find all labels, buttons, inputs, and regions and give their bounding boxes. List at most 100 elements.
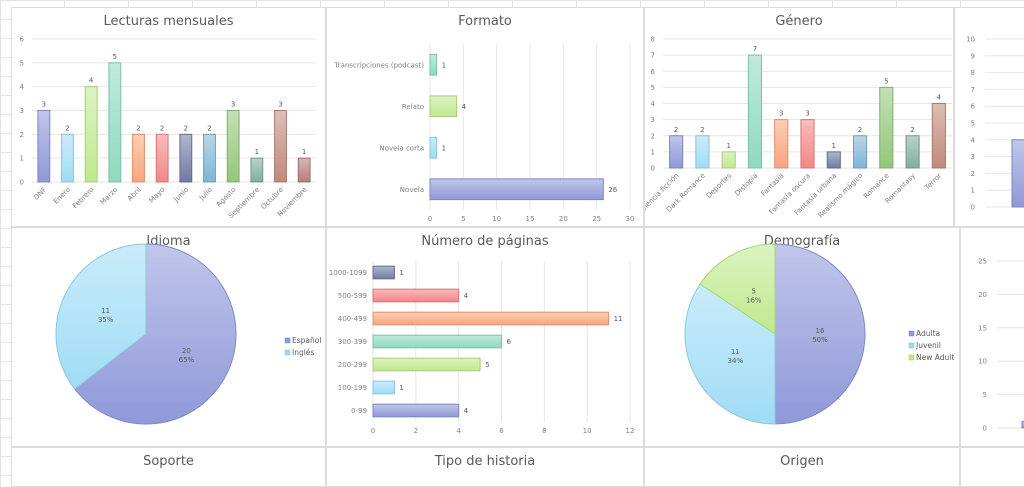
data-label: 4 (937, 94, 942, 102)
y-tick-label: 1 (971, 187, 975, 195)
data-label: 5 (884, 77, 888, 85)
slice-value-label: 5 (752, 287, 756, 295)
bar-0-99 (372, 403, 460, 418)
chart-demografia[interactable]: Demografía 16 50% 11 34% 5 16% Adulta Juvenil Ne… (644, 227, 960, 447)
bar-Enero (61, 133, 74, 183)
legend-swatch (908, 354, 915, 361)
bar-Marzo (108, 62, 122, 183)
bar-Octubre (274, 110, 287, 183)
x-tick-label: Febrero (71, 186, 95, 210)
data-label: 2 (160, 124, 164, 132)
y-tick-label: 0 (971, 204, 975, 212)
chart-title: Soporte (143, 454, 194, 469)
data-label: 2 (700, 126, 704, 134)
bar-Dark Romance (695, 135, 710, 169)
y-tick-label: 200-299 (338, 361, 367, 369)
bar-Romance (879, 86, 894, 169)
chart-partial-bottom-row[interactable] (960, 447, 1024, 487)
bar-400-499 (372, 311, 610, 326)
x-tick-label: 2 (414, 427, 418, 435)
x-tick-label: Distopía (733, 172, 759, 198)
x-tick-label: 6 (499, 427, 504, 435)
y-tick-label: 2 (971, 170, 975, 178)
y-tick-label: 500-599 (338, 292, 367, 300)
y-tick-label: 4 (20, 83, 25, 91)
x-tick-label: 12 (626, 427, 635, 435)
x-tick-label: Terror (923, 172, 944, 193)
data-label: 1 (399, 384, 403, 392)
data-label: 4 (462, 103, 467, 111)
x-tick-label: 10 (583, 427, 592, 435)
bar-DNF (37, 110, 51, 183)
x-tick-label: 15 (526, 215, 535, 223)
chart-idioma[interactable]: Idioma 20 65% 11 35% Español Inglés (11, 227, 326, 447)
chart-partial-top[interactable]: 01234567891042 (954, 7, 1024, 227)
x-tick-label: 30 (626, 215, 635, 223)
chart-title: Lecturas mensuales (103, 14, 234, 29)
y-tick-label: 1 (20, 155, 24, 163)
x-tick-label: 4 (456, 427, 461, 435)
bar-500-599 (372, 288, 460, 303)
y-tick-label: Novela corta (380, 144, 424, 152)
bar-Fantasía (774, 119, 789, 169)
data-label: 5 (485, 361, 489, 369)
x-tick-label: Julio (197, 186, 214, 203)
x-tick-label: Mayo (148, 186, 167, 205)
x-tick-label: DNF (32, 186, 48, 202)
y-tick-label: 6 (971, 103, 976, 111)
x-tick-label: 8 (542, 427, 546, 435)
x-tick-label: Junio (172, 186, 191, 205)
data-label: 1 (832, 142, 836, 150)
chart-tipo-de-historia[interactable]: Tipo de historia (326, 447, 644, 487)
bar-Novela (429, 178, 604, 201)
bar-Abril (132, 133, 145, 183)
y-tick-label: 20 (978, 291, 987, 299)
bar-300-399 (372, 334, 502, 349)
data-label: 2 (674, 126, 678, 134)
chart-partial-bottom[interactable]: 051015202511930-19 (960, 227, 1024, 447)
y-tick-label: 300-399 (338, 338, 367, 346)
bar-Realismo mágico (852, 135, 868, 169)
chart-genero[interactable]: Género 0 1 2 3 4 5 6 7 8 2 Ciencia ficción 2 Dark Ro… (644, 7, 954, 227)
bar-100-199 (372, 380, 395, 395)
x-tick-label: 0 (428, 215, 432, 223)
x-tick-label: Enero (52, 186, 72, 206)
y-tick-label: 8 (651, 36, 655, 44)
y-tick-label: 1000-1099 (329, 269, 367, 277)
data-label: 26 (608, 186, 617, 194)
slice-value-label: 11 (101, 307, 110, 315)
bar-Transcripciones (podcast) (429, 53, 438, 76)
y-tick-label: 1 (651, 148, 655, 156)
legend-label: New Adult (916, 353, 954, 362)
slice-Español (74, 243, 237, 425)
legend-label: Español (292, 336, 321, 345)
y-tick-label: 0 (651, 165, 655, 173)
y-tick-label: 15 (978, 324, 987, 332)
y-tick-label: 5 (651, 84, 655, 92)
chart-lecturas-mensuales[interactable]: Lecturas mensuales 0 1 2 3 4 5 6 3 DNF 2 Enero 4 Feb… (11, 7, 326, 227)
chart-soporte[interactable]: Soporte (11, 447, 326, 487)
chart-origen[interactable]: Origen (644, 447, 960, 487)
y-tick-label: 400-499 (338, 315, 367, 323)
y-tick-label: 3 (651, 116, 655, 124)
x-tick-label: 5 (461, 215, 465, 223)
data-label: 3 (779, 110, 783, 118)
chart-title: Origen (780, 454, 824, 469)
bar-Mayo (155, 133, 169, 183)
x-tick-label: 0 (371, 427, 375, 435)
data-label: 2 (910, 126, 914, 134)
legend-label: Juvenil (915, 341, 941, 350)
x-tick-label: Abril (126, 186, 143, 203)
chart-formato[interactable]: Formato 0 5 10 15 20 25 30 1 Transcripciones (po… (326, 7, 644, 227)
chart-paginas[interactable]: Número de páginas 0 2 4 6 8 10 12 1 1000-1099 4 50… (326, 227, 644, 447)
y-tick-label: 8 (971, 69, 975, 77)
data-label: 1 (302, 148, 306, 156)
data-label: 4 (464, 292, 469, 300)
data-label: 1 (399, 269, 403, 277)
y-tick-label: Relato (402, 103, 424, 111)
bar-Agosto (226, 110, 240, 183)
data-label: 3 (42, 101, 46, 109)
y-tick-label: 25 (978, 258, 987, 266)
